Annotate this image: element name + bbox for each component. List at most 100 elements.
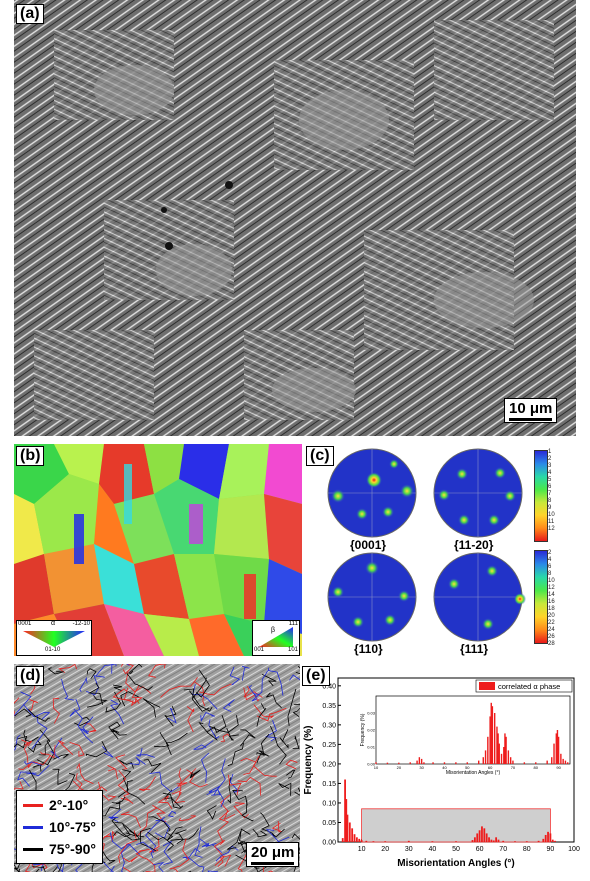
inset-histogram-bar xyxy=(416,760,418,764)
histogram-bar xyxy=(351,828,354,842)
legend-high-text: 75°-90° xyxy=(49,841,97,857)
panel-e-label: (e) xyxy=(302,666,330,686)
boundary-segment xyxy=(61,678,75,701)
inset-histogram-bar xyxy=(497,733,499,764)
colorbar-tick: 9 xyxy=(548,505,552,511)
boundary-segment xyxy=(38,729,51,756)
colorbar-tick: 7 xyxy=(548,491,552,497)
inset-x-tick-label: 90 xyxy=(556,765,561,770)
boundary-segment xyxy=(26,764,50,777)
inset-x-tick-label: 80 xyxy=(534,765,539,770)
scale-bar-d-line xyxy=(251,862,295,865)
legend-low-text: 2°-10° xyxy=(49,797,89,813)
inset-x-tick-label: 30 xyxy=(419,765,424,770)
boundary-segment xyxy=(194,826,203,858)
boundary-segment xyxy=(157,795,173,810)
histogram-bar xyxy=(544,834,547,842)
scale-bar-d: 20 μm xyxy=(246,842,300,867)
boundary-segment xyxy=(29,699,39,711)
boundary-segment xyxy=(142,698,161,718)
inset-x-axis-label: Misorientation Angles (°) xyxy=(446,770,501,776)
colorbar-bottom xyxy=(534,550,548,644)
scale-bar-a: 10 μm xyxy=(504,398,558,423)
boundary-segment xyxy=(87,695,108,708)
boundary-segment xyxy=(297,665,300,669)
inset-histogram-bar xyxy=(523,762,526,764)
boundary-segment xyxy=(207,870,218,872)
boundary-segment xyxy=(153,861,165,872)
inset-histogram-bar xyxy=(564,760,567,764)
inset-histogram-bar xyxy=(487,736,489,764)
boundary-segment xyxy=(206,714,227,734)
colorbar-top-ticks: 1 2 3 4 5 6 7 8 9 10 11 12 xyxy=(548,449,555,533)
y-tick-label: 0.25 xyxy=(322,742,336,749)
boundary-segment xyxy=(136,747,155,758)
boundary-segment xyxy=(278,782,292,796)
histogram-bar xyxy=(492,840,495,842)
boundary-segment xyxy=(253,704,274,719)
boundary-segment xyxy=(271,820,282,833)
histogram-bar xyxy=(372,841,375,842)
y-tick-label: 0.30 xyxy=(322,722,336,729)
panel-d-boundary-map: (d) 2°-10° 10°-75° 75°-90° 20 μm xyxy=(14,664,300,872)
inset-histogram-bar xyxy=(386,762,389,764)
boundary-segment xyxy=(52,768,68,785)
boundary-segment xyxy=(110,729,127,736)
inset-y-tick-label: 0.01 xyxy=(367,745,376,750)
inset-histogram-bar xyxy=(398,762,400,764)
boundary-segment xyxy=(137,804,158,837)
boundary-segment xyxy=(198,683,232,696)
boundary-segment xyxy=(256,707,287,722)
boundary-segment xyxy=(76,762,94,784)
colorbar-tick: 1 xyxy=(548,449,552,455)
boundary-segment xyxy=(120,795,134,804)
y-tick-label: 0.15 xyxy=(322,781,336,788)
inset-y-tick-label: 0.03 xyxy=(367,711,376,716)
boundary-segment xyxy=(164,705,177,727)
histogram-bar xyxy=(431,841,434,842)
inset-histogram-bar xyxy=(503,747,505,764)
boundary-segment xyxy=(122,867,131,872)
boundary-segment xyxy=(69,742,85,757)
pole-figure-111 xyxy=(433,552,526,642)
inset-histogram-bar xyxy=(555,733,558,764)
boundary-segment xyxy=(241,800,254,822)
inset-histogram-bar xyxy=(500,753,503,764)
inset-histogram-bar xyxy=(432,762,434,764)
boundary-segment xyxy=(195,669,210,698)
boundary-segment xyxy=(111,817,141,841)
boundary-segment xyxy=(107,765,118,780)
boundary-segment xyxy=(32,865,46,872)
boundary-segment xyxy=(294,787,300,796)
histogram-bar xyxy=(348,822,351,842)
boundary-segment xyxy=(253,861,259,872)
x-tick-label: 90 xyxy=(547,846,555,853)
boundary-segment xyxy=(292,703,300,718)
alpha-key-sym: α xyxy=(51,620,56,627)
boundary-segment xyxy=(148,664,166,678)
boundary-segment xyxy=(128,664,143,674)
boundary-segment xyxy=(84,722,97,733)
boundary-segment xyxy=(119,759,134,769)
colorbar-tick: 26 xyxy=(548,634,555,640)
y-tick-label: 0.00 xyxy=(322,840,336,847)
pole-figure-label-0001: {0001} xyxy=(350,538,387,552)
histogram-bar xyxy=(360,840,363,842)
histogram-bar xyxy=(542,838,545,842)
beta-key-sym: β xyxy=(271,627,276,634)
boundary-segment xyxy=(28,709,51,722)
colorbar-tick: 8 xyxy=(548,571,552,577)
boundary-segment xyxy=(229,773,240,793)
inset-histogram-bar xyxy=(375,762,377,764)
histogram-bar xyxy=(455,841,457,842)
histogram-bar xyxy=(488,837,490,842)
boundary-segment xyxy=(256,750,270,764)
boundary-segment xyxy=(251,670,268,702)
pole-figure-0001 xyxy=(327,448,417,538)
inset-histogram-bar xyxy=(455,762,457,764)
inset-histogram-bar xyxy=(409,762,411,764)
boundary-segment xyxy=(148,837,160,853)
boundary-segment xyxy=(104,830,117,842)
boundary-segment xyxy=(95,664,117,677)
histogram-bar xyxy=(497,839,500,842)
